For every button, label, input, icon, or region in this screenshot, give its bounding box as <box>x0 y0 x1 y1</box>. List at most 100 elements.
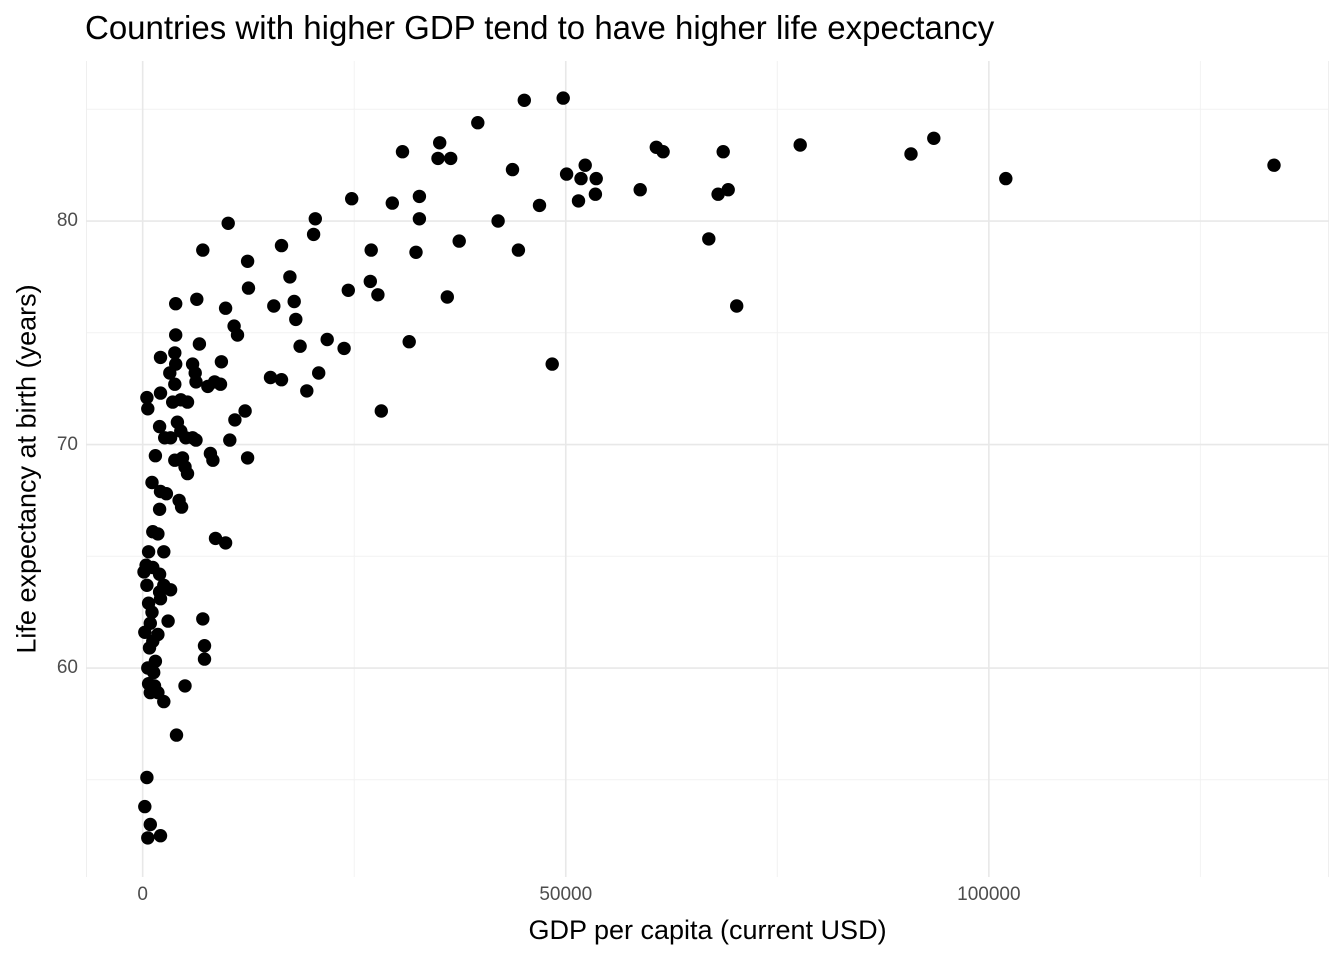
data-point <box>141 402 155 416</box>
data-point <box>320 332 334 347</box>
data-point <box>471 116 485 130</box>
data-points-layer <box>137 91 1281 845</box>
data-point <box>153 350 168 365</box>
data-point <box>293 339 307 353</box>
data-point <box>444 151 458 166</box>
data-point <box>141 831 155 845</box>
data-point <box>141 545 156 559</box>
data-point <box>374 404 388 418</box>
data-point <box>395 145 410 159</box>
data-point <box>197 652 212 666</box>
data-point <box>312 366 326 380</box>
data-point <box>402 335 416 349</box>
data-point <box>721 183 735 197</box>
data-point <box>138 625 152 639</box>
data-point <box>274 373 289 387</box>
data-point <box>588 187 603 201</box>
data-point <box>168 346 182 360</box>
data-point <box>190 292 204 306</box>
x-tick-label: 0 <box>137 884 148 905</box>
data-point <box>240 254 255 268</box>
data-point <box>263 370 278 385</box>
x-tick-label: 50000 <box>539 884 593 905</box>
chart-title: Countries with higher GDP tend to have h… <box>85 9 995 46</box>
data-point <box>140 390 154 405</box>
data-point <box>163 366 177 380</box>
data-point <box>153 386 168 400</box>
data-point <box>145 605 159 619</box>
data-point <box>159 487 174 501</box>
data-point <box>196 243 210 257</box>
data-point <box>223 433 237 447</box>
data-point <box>152 567 167 581</box>
data-point <box>308 212 322 226</box>
data-point <box>218 301 233 315</box>
data-point <box>140 770 154 785</box>
data-point <box>169 297 183 311</box>
data-point <box>1267 158 1281 172</box>
data-point <box>152 502 167 516</box>
data-point <box>189 433 203 447</box>
data-point <box>180 466 195 481</box>
data-point <box>711 187 725 201</box>
data-point <box>409 245 423 259</box>
y-axis-title: Life expectancy at birth (years) <box>11 284 42 654</box>
data-point <box>197 639 212 653</box>
data-point <box>574 171 588 186</box>
x-tick-label: 100000 <box>957 884 1021 905</box>
data-point <box>904 147 918 161</box>
data-point <box>147 665 161 680</box>
data-point <box>289 312 303 327</box>
data-point <box>142 641 157 655</box>
data-point <box>196 612 210 626</box>
data-point <box>431 151 445 166</box>
data-point <box>218 536 233 550</box>
data-point <box>230 328 245 342</box>
data-point <box>287 294 301 309</box>
data-point <box>148 449 163 463</box>
data-point <box>240 451 255 465</box>
data-point <box>702 232 716 246</box>
gridlines-major <box>86 61 1329 877</box>
data-point <box>345 192 359 206</box>
data-point <box>168 377 182 391</box>
data-point <box>556 91 570 105</box>
data-point <box>180 395 195 409</box>
data-point <box>192 337 207 351</box>
data-point <box>157 694 171 709</box>
data-point <box>241 281 256 295</box>
data-point <box>730 299 744 313</box>
data-point <box>178 679 192 693</box>
data-point <box>385 196 399 210</box>
data-point <box>151 527 165 541</box>
data-point <box>174 500 189 514</box>
y-tick-label: 80 <box>56 210 78 232</box>
data-point <box>145 475 159 490</box>
data-point <box>363 274 377 289</box>
data-point <box>433 136 447 150</box>
data-point <box>491 214 505 228</box>
data-point <box>143 817 157 832</box>
data-point <box>169 328 183 342</box>
y-tick-label: 70 <box>56 433 78 455</box>
data-point <box>633 183 647 197</box>
data-point <box>157 545 171 559</box>
plot-panel <box>86 61 1329 877</box>
data-point <box>440 290 454 304</box>
data-point <box>143 685 157 700</box>
data-point <box>153 592 168 606</box>
data-point <box>341 283 355 297</box>
data-point <box>213 377 228 391</box>
data-point <box>371 288 385 302</box>
data-point <box>999 171 1013 186</box>
data-point <box>306 227 321 242</box>
data-point <box>337 341 351 356</box>
data-point <box>412 189 427 204</box>
data-point <box>571 194 586 208</box>
data-point <box>221 216 235 230</box>
data-point <box>517 93 531 107</box>
data-point <box>140 578 154 592</box>
data-point <box>578 158 592 172</box>
data-point <box>228 413 242 427</box>
